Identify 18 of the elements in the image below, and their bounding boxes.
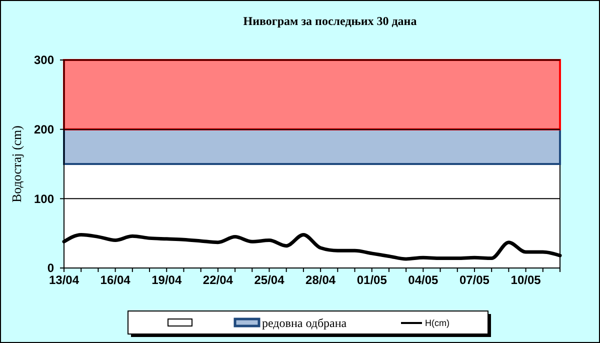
y-axis-title: Водостај (cm) [9, 125, 24, 203]
x-tick-label: 10/05 [510, 273, 542, 287]
x-tick-label: 22/04 [202, 273, 234, 287]
y-tick-label: 100 [34, 192, 54, 206]
y-tick-label: 200 [34, 122, 54, 137]
x-tick-label: 28/04 [306, 273, 336, 287]
legend-label: редовна одбрана [262, 316, 348, 330]
y-tick-label: 300 [34, 53, 54, 68]
x-tick-label: 19/04 [152, 273, 182, 287]
x-tick-label: 25/04 [254, 273, 285, 287]
x-tick-label: 13/04 [48, 273, 80, 287]
x-tick-label: 01/05 [356, 273, 388, 287]
x-tick-label: 07/05 [459, 273, 490, 287]
x-tick-label: 04/05 [408, 273, 439, 287]
x-tick-label: 16/04 [100, 273, 131, 287]
chart-title: Нивограм за последњих 30 дана [243, 14, 417, 28]
legend-label: H(cm) [425, 318, 450, 328]
y-tick-label: 0 [47, 261, 54, 276]
